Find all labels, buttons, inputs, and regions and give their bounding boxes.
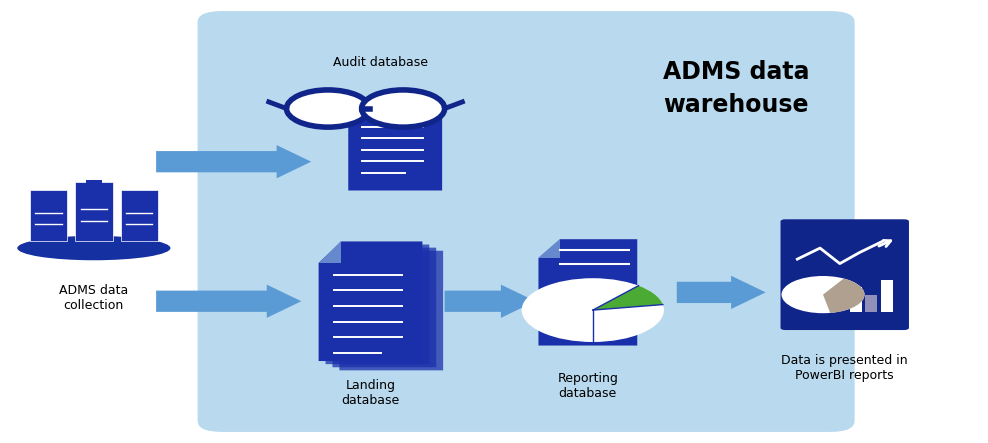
- FancyArrow shape: [156, 285, 301, 318]
- Text: Audit database: Audit database: [333, 56, 428, 69]
- Text: ADMS data
collection: ADMS data collection: [59, 284, 128, 311]
- Circle shape: [522, 278, 664, 342]
- Text: ADMS data
warehouse: ADMS data warehouse: [663, 60, 809, 117]
- Polygon shape: [340, 251, 443, 370]
- FancyArrow shape: [677, 276, 766, 309]
- Polygon shape: [538, 239, 560, 258]
- FancyBboxPatch shape: [781, 219, 909, 330]
- Polygon shape: [538, 239, 637, 346]
- FancyBboxPatch shape: [121, 190, 158, 241]
- FancyBboxPatch shape: [75, 182, 113, 241]
- Text: Landing
database: Landing database: [342, 379, 399, 407]
- FancyArrow shape: [156, 145, 311, 179]
- Circle shape: [362, 90, 445, 127]
- FancyBboxPatch shape: [86, 180, 102, 188]
- Circle shape: [782, 276, 864, 313]
- FancyBboxPatch shape: [30, 190, 67, 241]
- Circle shape: [287, 90, 370, 127]
- Text: Data is presented in
PowerBI reports: Data is presented in PowerBI reports: [782, 354, 908, 382]
- Ellipse shape: [18, 236, 170, 260]
- FancyBboxPatch shape: [198, 11, 855, 432]
- Polygon shape: [318, 241, 342, 263]
- Polygon shape: [318, 241, 423, 361]
- Polygon shape: [325, 245, 429, 364]
- Polygon shape: [332, 248, 436, 367]
- FancyBboxPatch shape: [850, 287, 862, 312]
- Text: Reporting
database: Reporting database: [557, 372, 618, 400]
- Polygon shape: [349, 102, 369, 118]
- Wedge shape: [823, 279, 864, 313]
- FancyArrow shape: [445, 285, 535, 318]
- Wedge shape: [593, 286, 663, 310]
- FancyBboxPatch shape: [865, 295, 877, 312]
- Polygon shape: [349, 102, 442, 190]
- FancyBboxPatch shape: [881, 280, 893, 312]
